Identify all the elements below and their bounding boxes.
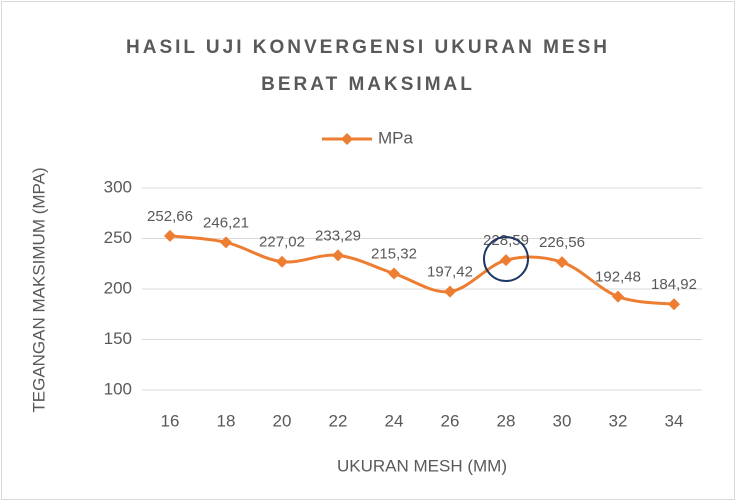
chart-title: BERAT MAKSIMAL: [261, 74, 475, 95]
y-axis-label: TEGANGAN MAKSIMUM (MPA): [29, 167, 48, 412]
data-label: 226,56: [539, 234, 585, 251]
data-label: 233,29: [315, 227, 361, 244]
y-tick-label: 150: [104, 329, 132, 348]
x-tick-label: 24: [385, 411, 404, 430]
x-tick-label: 18: [217, 411, 236, 430]
data-label: 192,48: [595, 269, 641, 286]
data-label: 227,02: [259, 234, 305, 251]
y-tick-label: 100: [104, 379, 132, 398]
legend-label: MPa: [378, 128, 414, 147]
data-marker: [444, 285, 456, 298]
data-marker: [612, 290, 624, 303]
x-tick-label: 20: [273, 411, 292, 430]
x-tick-label: 26: [441, 411, 460, 430]
data-marker: [500, 254, 512, 267]
data-label: 246,21: [203, 214, 249, 231]
data-marker: [668, 298, 680, 311]
data-marker: [388, 267, 400, 280]
data-marker: [164, 229, 176, 242]
data-label: 252,66: [147, 208, 193, 225]
data-marker: [220, 236, 232, 249]
data-label: 197,42: [427, 264, 473, 281]
data-marker: [556, 256, 568, 269]
x-tick-label: 28: [497, 411, 516, 430]
x-tick-label: 32: [609, 411, 628, 430]
y-tick-label: 200: [104, 278, 132, 297]
data-label: 184,92: [651, 276, 697, 293]
data-marker: [276, 255, 288, 268]
y-tick-label: 250: [104, 228, 132, 247]
x-tick-label: 16: [161, 411, 180, 430]
data-label: 228,59: [483, 232, 529, 249]
legend-marker: [341, 133, 353, 145]
x-tick-label: 22: [329, 411, 348, 430]
highlight-circle: [483, 236, 529, 282]
x-tick-label: 34: [665, 411, 684, 430]
x-axis-label: UKURAN MESH (MM): [337, 456, 507, 475]
chart-title: HASIL UJI KONVERGENSI UKURAN MESH: [126, 37, 610, 58]
y-tick-label: 300: [104, 177, 132, 196]
x-tick-label: 30: [553, 411, 572, 430]
data-label: 215,32: [371, 245, 417, 262]
series-line: [169, 234, 675, 306]
data-marker: [332, 249, 344, 262]
